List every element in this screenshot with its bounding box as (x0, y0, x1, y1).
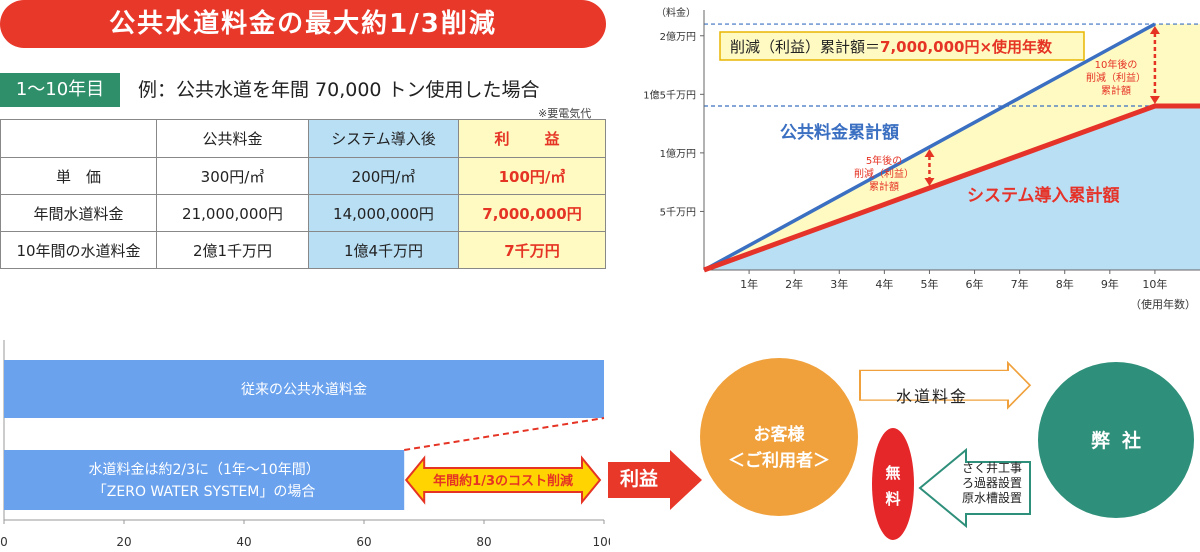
free-of-charge-badge: 無 料 (872, 428, 914, 540)
company-circle: 弊社 (1038, 362, 1194, 518)
bar-x-tick-label: 100 (593, 535, 610, 549)
cumulative-cost-line-chart: 5千万円 1億万円 1億5千万円 2億万円 （料金） 1年 2年 3年 4年 5年 6年 7年 8年 9年… (643, 6, 1200, 311)
flow-arrows (859, 360, 1032, 529)
table-row: 年間水道料金 21,000,000円 14,000,000円 7,000,000… (0, 194, 606, 232)
table-cell: 14,000,000円 (308, 194, 459, 232)
system-area-fill (704, 106, 1200, 270)
bar-x-tick-label: 60 (356, 535, 371, 549)
note-10yr-line: 累計額 (1101, 84, 1131, 97)
y-axis-label: （料金） (656, 6, 696, 19)
customer-sublabel: ＜ご利用者＞ (728, 451, 830, 471)
period-tag: 1〜10年目 (0, 73, 120, 107)
y-tick-label: 5千万円 (660, 206, 696, 218)
x-tick-label: 10年 (1142, 277, 1167, 291)
table-cell: 2億1千万円 (156, 231, 309, 269)
table-cell: 1億4千万円 (308, 231, 459, 269)
table-cell: 年間水道料金 (0, 194, 157, 232)
table-cell: 7千万円 (458, 231, 606, 269)
table-cell: 21,000,000円 (156, 194, 309, 232)
series-label-public: 公共料金累計額 (780, 122, 899, 143)
profit-arrow (608, 450, 702, 510)
customer-label: お客様 (753, 425, 805, 445)
bar-x-tick-label: 80 (476, 535, 491, 549)
table-row: 10年間の水道料金 2億1千万円 1億4千万円 7千万円 (0, 231, 606, 269)
cost-reduction-label: 年間約1/3のコスト削減 (433, 473, 573, 489)
bar-label: 水道料金は約2/3に（1年〜10年間） (88, 462, 319, 478)
savings-area-fill (704, 24, 1200, 271)
formula-text: 削減（利益）累計額＝7,000,000円×使用年数 (730, 38, 1053, 56)
free-label: 料 (885, 490, 901, 508)
bar-x-tick-label: 40 (236, 535, 251, 549)
service-item: ろ過器設置 (962, 476, 1023, 490)
table-cell: 100円/㎥ (458, 157, 606, 195)
table-header-cell: 利 益 (458, 119, 606, 158)
comparison-table: 公共料金 システム導入後 利 益 単 価 300円/㎥ 200円/㎥ 100円/… (0, 119, 606, 269)
bar-x-tick-label: 0 (0, 535, 8, 549)
bar-label: 「ZERO WATER SYSTEM」の場合 (93, 484, 316, 500)
note-10yr-line: 10年後の (1095, 58, 1138, 71)
customer-circle: お客様 ＜ご利用者＞ (700, 358, 858, 516)
series-line-1 (703, 22, 1156, 272)
table-cell: 300円/㎥ (156, 157, 309, 195)
x-tick-label: 4年 (875, 277, 893, 291)
table-header-cell: システム導入後 (308, 119, 459, 158)
cost-reduction-arrow (404, 455, 602, 505)
x-tick-label: 7年 (1011, 277, 1029, 291)
bar-x-tick-label: 20 (116, 535, 131, 549)
formula-box (719, 31, 1085, 61)
example-description: 例：公共水道を年間 70,000 トン使用した場合 (138, 79, 540, 101)
y-tick-label: 1億万円 (660, 147, 696, 160)
table-cell: 10年間の水道料金 (0, 231, 157, 269)
page-banner-title: 公共水道料金の最大約1/3削減 (0, 0, 606, 48)
table-cell: 200円/㎥ (308, 157, 459, 195)
x-tick-label: 1年 (740, 277, 758, 291)
x-tick-label: 2年 (785, 277, 803, 291)
profit-arrow-label: 利益 (619, 468, 658, 490)
company-label: 弊社 (1090, 430, 1153, 452)
note-10yr-line: 削減（利益） (1086, 71, 1146, 84)
bar (4, 450, 405, 510)
x-tick-label: 9年 (1101, 277, 1119, 291)
note-5yr-line: 5年後の (866, 154, 902, 167)
y-tick-label: 2億万円 (660, 30, 696, 43)
arrow-10yr-head-top (1149, 26, 1160, 35)
table-header-cell: 公共料金 (156, 119, 309, 158)
service-item: 原水槽設置 (962, 491, 1023, 505)
y-tick-label: 1億5千万円 (643, 88, 696, 101)
savings-connector (404, 417, 605, 451)
series-label-system: システム導入累計額 (967, 185, 1120, 206)
bar-label: 従来の公共水道料金 (241, 382, 367, 398)
service-item: さく井工事 (962, 461, 1023, 475)
x-tick-label: 6年 (966, 277, 984, 291)
note-5yr-line: 累計額 (869, 180, 899, 193)
x-tick-label: 5年 (920, 277, 938, 291)
bar (4, 360, 604, 418)
x-tick-label: 3年 (830, 277, 848, 291)
water-fee-label: 水道料金 (895, 387, 968, 406)
table-header-cell (0, 119, 157, 158)
table-header-row: 公共料金 システム導入後 利 益 (0, 119, 606, 158)
x-tick-label: 8年 (1056, 277, 1074, 291)
table-cell: 単 価 (0, 157, 157, 195)
electricity-note: ※要電気代 (538, 107, 592, 120)
table-cell: 7,000,000円 (458, 194, 606, 232)
note-5yr-line: 削減（利益） (854, 167, 914, 180)
arrow-5yr-head-bottom (924, 178, 935, 187)
table-row: 単 価 300円/㎥ 200円/㎥ 100円/㎥ (0, 157, 606, 195)
arrow-10yr-head-bottom (1149, 96, 1160, 105)
arrow-5yr-head-top (924, 149, 935, 158)
free-label: 無 (885, 464, 901, 482)
series-line-2 (703, 103, 1200, 273)
x-axis-label: （使用年数） (1130, 297, 1196, 311)
